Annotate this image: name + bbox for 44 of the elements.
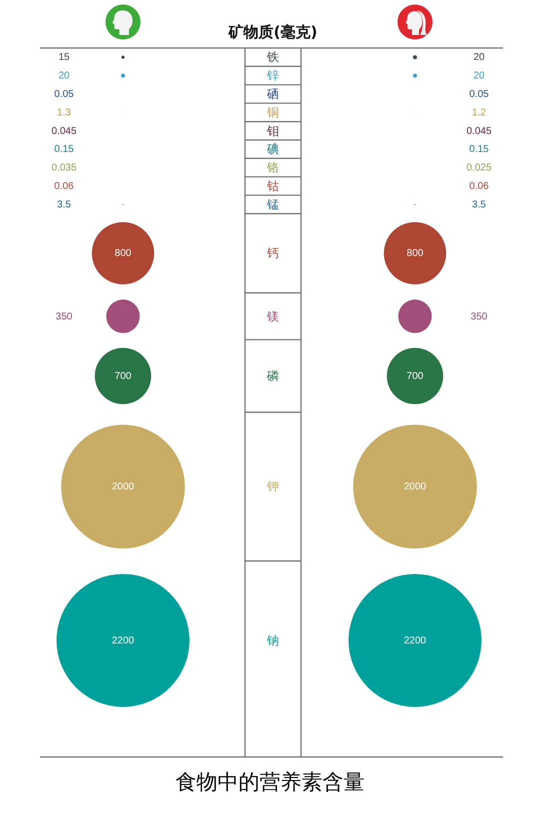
category-label: 磷: [266, 368, 279, 383]
category-label: 钾: [266, 480, 279, 494]
data-label: 2200: [404, 635, 427, 646]
category-label: 碘: [266, 142, 279, 156]
category-label: 铬: [266, 160, 279, 175]
data-label: 0.05: [469, 89, 490, 100]
category-label: 钠: [266, 633, 279, 648]
data-label: 15: [58, 52, 70, 64]
data-label: 20: [473, 70, 485, 82]
data-label: 0.06: [469, 181, 490, 192]
data-label: 20: [473, 52, 485, 64]
data-label: 2200: [112, 635, 135, 646]
data-label: 0.15: [469, 144, 490, 156]
data-label: 3.5: [472, 199, 486, 210]
data-label: 0.035: [51, 162, 77, 174]
text: 矿物质(毫克): [228, 23, 318, 41]
data-label: 350: [470, 311, 488, 322]
data-label: 700: [406, 370, 424, 382]
data-label: 800: [406, 248, 424, 260]
category-label: 钴: [266, 179, 279, 193]
data-label: 700: [114, 370, 132, 382]
category-label: 钼: [266, 124, 279, 138]
category-label: 铁: [266, 50, 279, 64]
data-label: 3.5: [57, 199, 72, 210]
data-label: 0.045: [466, 126, 492, 137]
category-label: 镁: [266, 309, 279, 324]
text: 食物中的营养素含量: [176, 770, 364, 794]
data-label: 0.15: [54, 144, 74, 156]
data-label: 800: [114, 248, 132, 260]
data-label: 0.05: [54, 89, 74, 100]
category-label: 铜: [266, 105, 279, 120]
category-label: 钙: [266, 246, 279, 260]
category-label: 锰: [266, 197, 279, 212]
data-label: 1.2: [472, 107, 486, 118]
data-label: 1.3: [57, 107, 72, 118]
data-label: 350: [56, 311, 73, 322]
data-label: 0.025: [466, 162, 492, 174]
data-label: 0.06: [54, 181, 74, 192]
category-label: 锌: [266, 68, 279, 83]
data-label: 20: [58, 70, 70, 82]
category-label: 硒: [266, 87, 279, 101]
data-label: 2000: [404, 482, 427, 493]
data-label: 2000: [112, 482, 135, 493]
data-label: 0.045: [51, 126, 77, 137]
